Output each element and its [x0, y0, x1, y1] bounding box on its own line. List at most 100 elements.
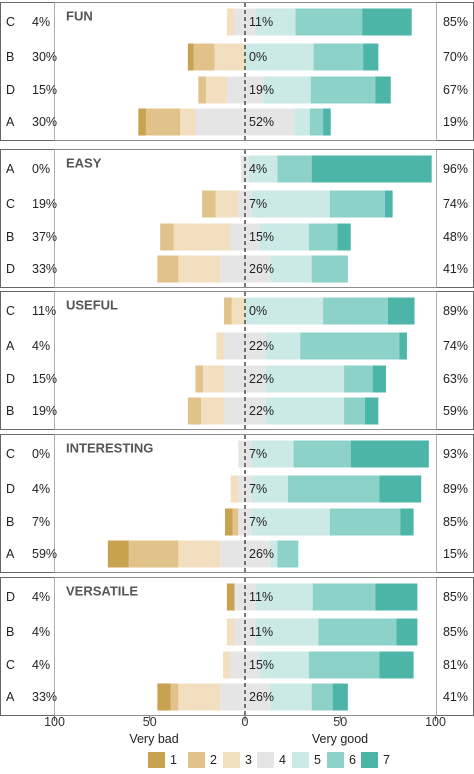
row-category-label: A — [6, 690, 15, 704]
bar-segment — [226, 583, 235, 611]
row-neutral-pct: 0% — [249, 304, 267, 318]
bar-segment — [269, 683, 312, 711]
bar-segment — [187, 397, 202, 425]
bar-segment — [241, 155, 249, 183]
bar-segment — [300, 332, 400, 360]
bar-segment — [216, 332, 225, 360]
bar-segment — [372, 365, 386, 393]
row-negative-pct: 4% — [32, 658, 50, 672]
legend-label: 5 — [314, 753, 321, 767]
row-negative-pct: 11% — [32, 304, 56, 318]
bar-segment — [245, 297, 324, 325]
bar-segment — [215, 190, 239, 218]
row-category-label: D — [6, 262, 15, 276]
row-neutral-pct: 19% — [249, 83, 274, 97]
bar-segment — [313, 43, 364, 71]
axis-label-very-bad: Very bad — [129, 732, 178, 746]
bar-segment — [180, 108, 196, 136]
row-positive-pct: 96% — [443, 162, 468, 176]
row-negative-pct: 4% — [32, 625, 50, 639]
bar-segment — [259, 223, 309, 251]
bar-segment — [385, 190, 393, 218]
row-positive-pct: 70% — [443, 50, 468, 64]
bar-segment — [399, 332, 407, 360]
bar-segment — [287, 475, 380, 503]
row-positive-pct: 63% — [443, 372, 468, 386]
row-positive-pct: 67% — [443, 83, 468, 97]
row-negative-pct: 4% — [32, 482, 50, 496]
panel-title: VERSATILE — [66, 584, 138, 599]
bar-segment — [251, 440, 294, 468]
row-category-label: C — [6, 447, 15, 461]
legend-label: 4 — [279, 753, 286, 767]
row-neutral-pct: 22% — [249, 372, 274, 386]
bar-segment — [396, 618, 418, 646]
bar-segment — [251, 190, 330, 218]
bar-segment — [277, 540, 299, 568]
row-neutral-pct: 7% — [249, 515, 267, 529]
bar-segment — [195, 365, 204, 393]
row-positive-pct: 19% — [443, 115, 468, 129]
bar-segment — [251, 508, 330, 536]
bar-segment — [259, 651, 309, 679]
bar-segment — [138, 108, 146, 136]
legend-swatch — [257, 752, 274, 768]
bar-segment — [160, 223, 174, 251]
bar-segment — [205, 76, 227, 104]
bar-segment — [226, 618, 235, 646]
x-tick-label: 50 — [143, 715, 157, 729]
bar-segment — [337, 223, 351, 251]
bar-segment — [255, 8, 296, 36]
row-positive-pct: 41% — [443, 262, 468, 276]
bar-segment — [178, 255, 221, 283]
row-category-label: B — [6, 515, 14, 529]
row-positive-pct: 85% — [443, 515, 468, 529]
bar-segment — [255, 583, 313, 611]
bar-segment — [238, 190, 252, 218]
bar-segment — [234, 8, 256, 36]
row-neutral-pct: 11% — [249, 15, 273, 29]
bar-segment — [265, 332, 301, 360]
bar-segment — [344, 365, 373, 393]
legend-swatch — [188, 752, 205, 768]
row-neutral-pct: 4% — [249, 162, 267, 176]
bar-segment — [363, 43, 379, 71]
plot-area — [54, 2, 437, 141]
row-positive-pct: 85% — [443, 625, 468, 639]
legend-label: 7 — [383, 753, 390, 767]
bar-segment — [238, 475, 252, 503]
bar-segment — [170, 683, 179, 711]
row-category-label: C — [6, 197, 15, 211]
bar-segment — [365, 397, 379, 425]
axis-label-very-good: Very good — [312, 732, 368, 746]
bar-segment — [238, 440, 252, 468]
bar-segment — [157, 255, 179, 283]
bar-segment — [201, 397, 225, 425]
panel-title: FUN — [66, 9, 93, 24]
row-neutral-pct: 7% — [249, 197, 267, 211]
row-negative-pct: 59% — [32, 547, 57, 561]
row-neutral-pct: 7% — [249, 447, 267, 461]
row-positive-pct: 85% — [443, 590, 468, 604]
row-neutral-pct: 26% — [249, 547, 274, 561]
row-negative-pct: 30% — [32, 115, 57, 129]
bar-segment — [311, 683, 333, 711]
row-neutral-pct: 11% — [249, 625, 273, 639]
row-category-label: B — [6, 230, 14, 244]
bar-segment — [293, 440, 351, 468]
bar-segment — [387, 297, 415, 325]
row-positive-pct: 59% — [443, 404, 468, 418]
bar-segment — [178, 540, 221, 568]
panel-title: INTERESTING — [66, 441, 153, 456]
bar-segment — [295, 8, 363, 36]
x-tick-label: 100 — [44, 715, 65, 729]
bar-segment — [173, 223, 231, 251]
row-positive-pct: 15% — [443, 547, 468, 561]
bar-segment — [323, 108, 331, 136]
row-category-label: A — [6, 115, 15, 129]
bar-segment — [178, 683, 221, 711]
bar-segment — [223, 651, 231, 679]
bar-segment — [193, 43, 215, 71]
bar-segment — [379, 651, 414, 679]
bar-segment — [309, 108, 324, 136]
